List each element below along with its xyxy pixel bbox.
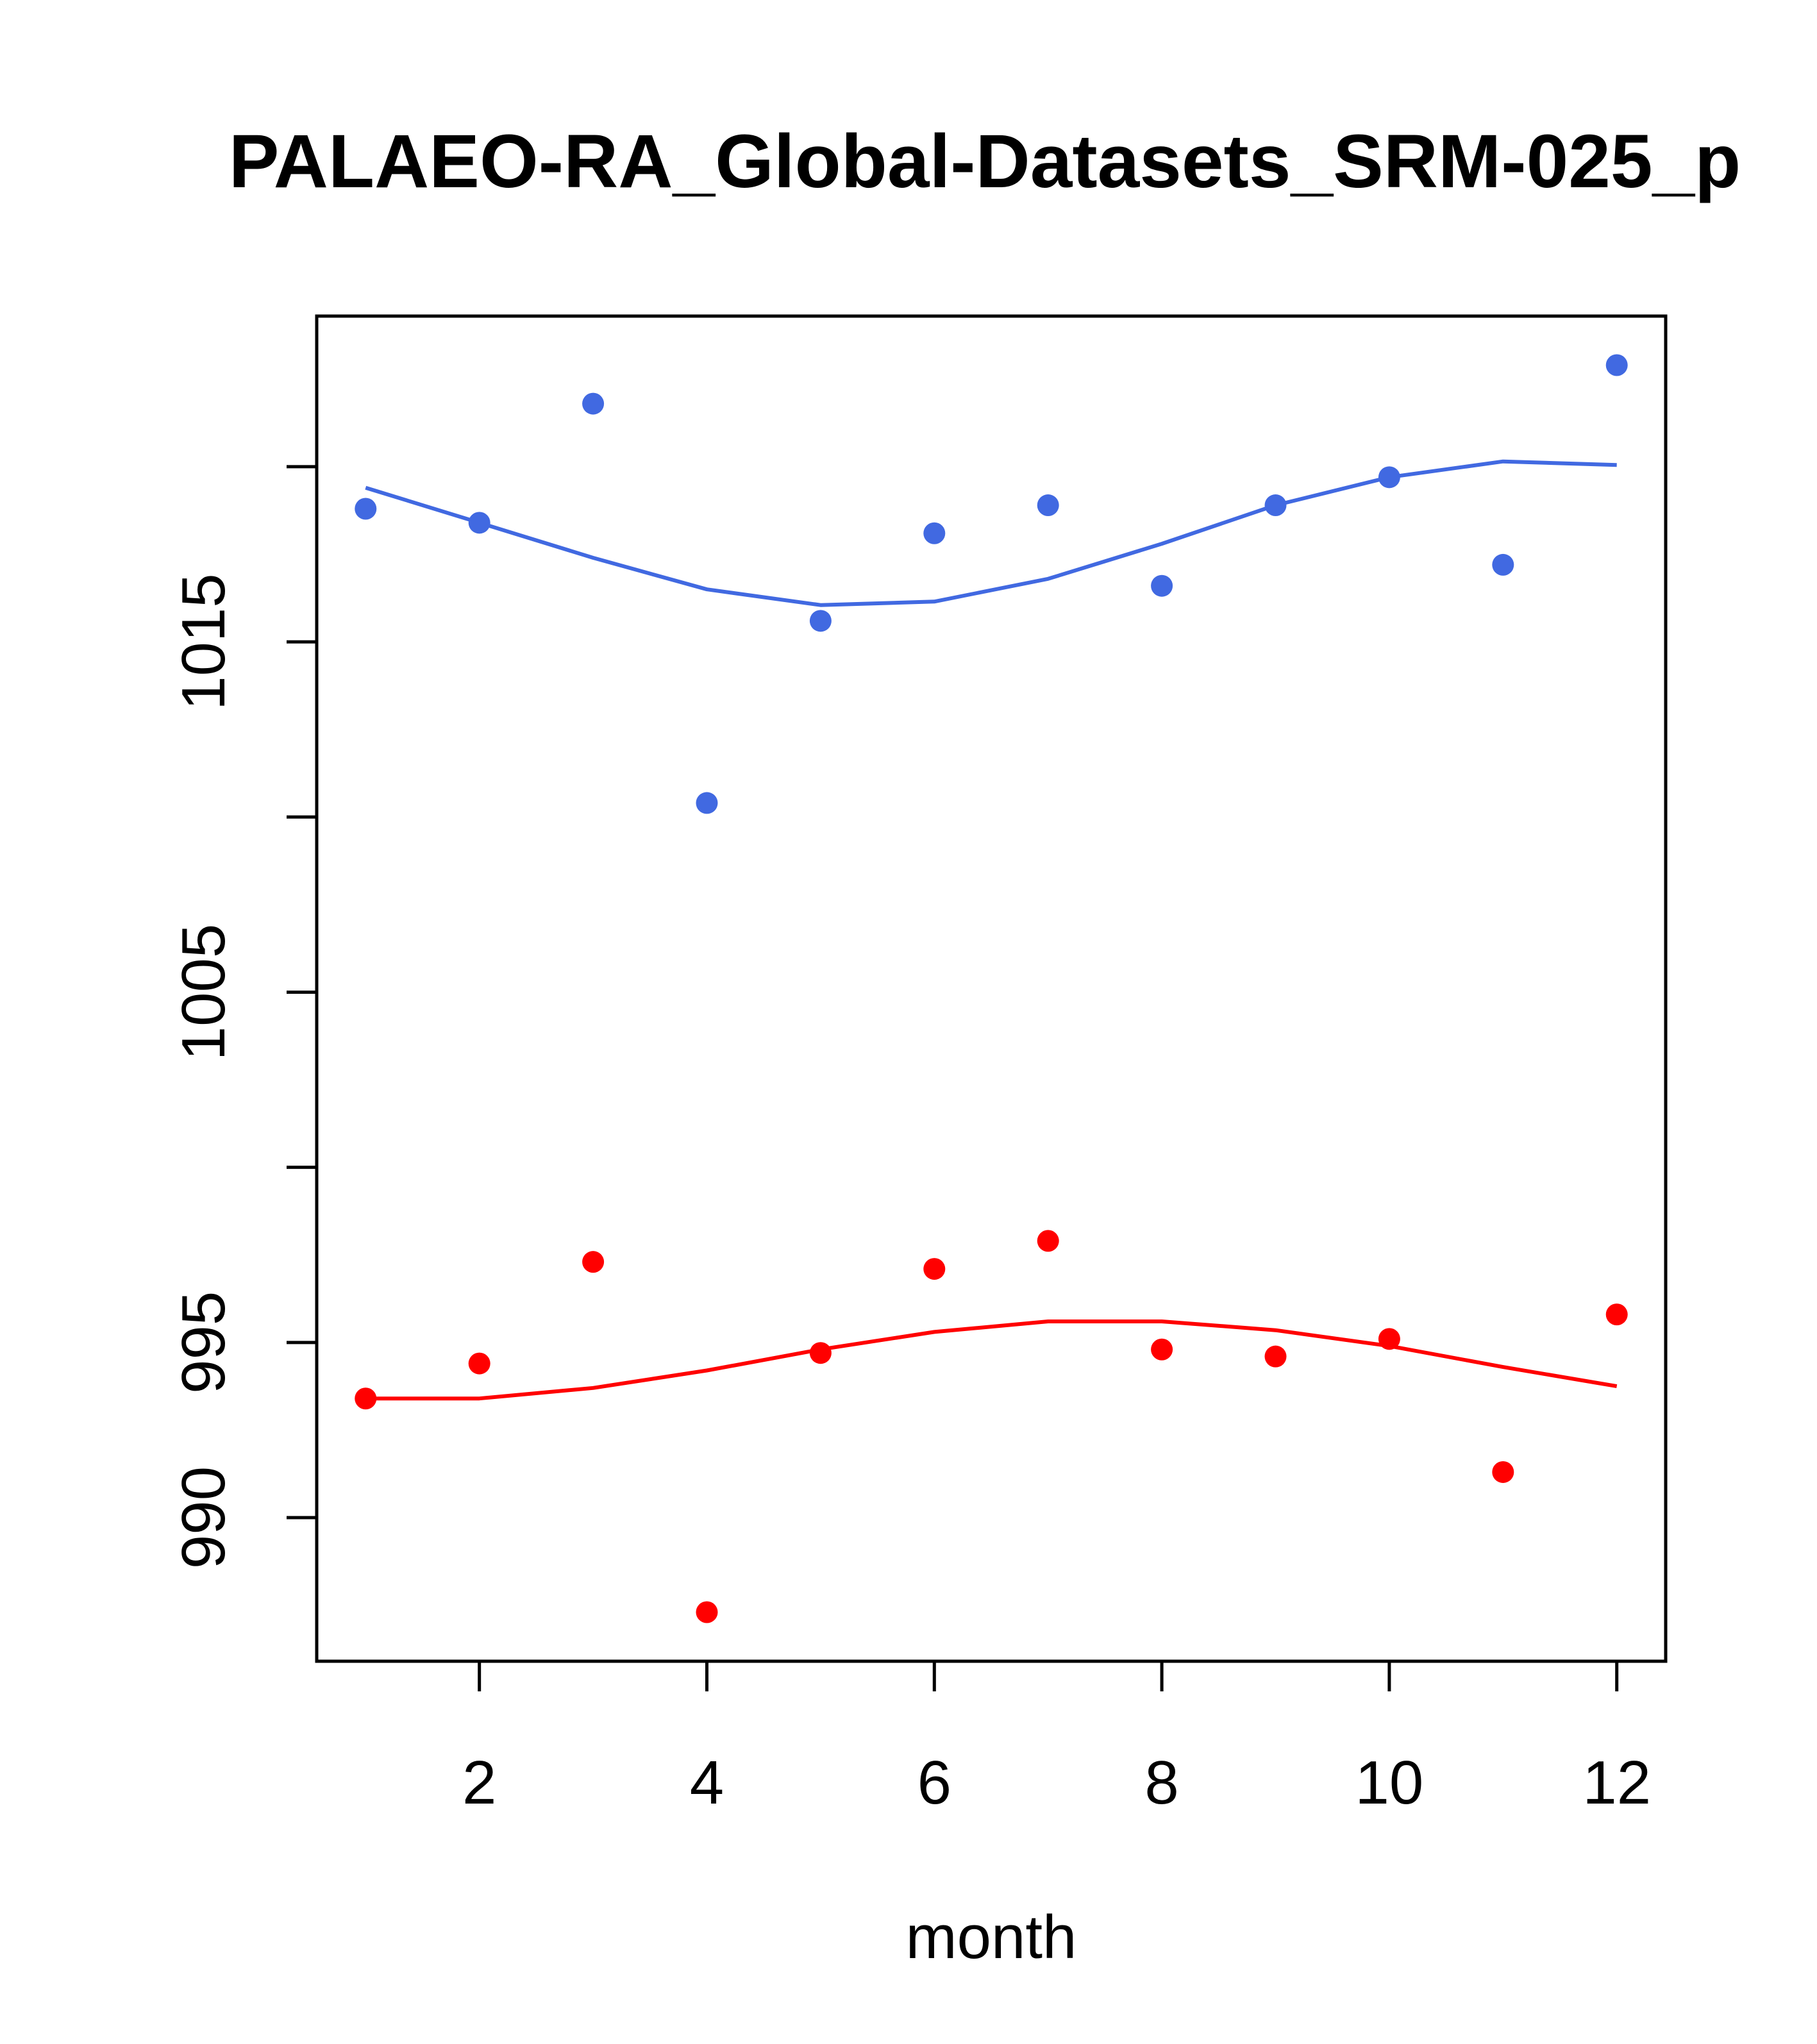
series-red-point bbox=[355, 1387, 377, 1410]
y-tick-label: 995 bbox=[169, 1291, 238, 1394]
series-blue-point bbox=[1037, 494, 1059, 517]
series-blue-point bbox=[1264, 494, 1287, 517]
series-blue bbox=[355, 354, 1628, 814]
series-layer bbox=[355, 354, 1628, 1623]
x-tick-label: 8 bbox=[1144, 1748, 1178, 1817]
series-blue-point bbox=[1492, 553, 1514, 576]
y-tick-label: 1015 bbox=[169, 573, 238, 710]
series-red-point bbox=[923, 1258, 946, 1280]
series-blue-point bbox=[468, 512, 490, 534]
series-blue-point bbox=[1605, 354, 1628, 376]
series-blue-point bbox=[696, 792, 718, 814]
y-tick-label: 1005 bbox=[169, 924, 238, 1061]
series-blue-point bbox=[1151, 574, 1173, 597]
series-red-point bbox=[696, 1601, 718, 1623]
series-blue-point bbox=[355, 498, 377, 520]
x-tick-label: 2 bbox=[462, 1748, 496, 1817]
series-red-line bbox=[365, 1319, 1618, 1401]
series-blue-line bbox=[365, 459, 1617, 607]
y-axis: 990 995 1005 1015 bbox=[169, 465, 319, 1569]
x-tick-label: 12 bbox=[1582, 1748, 1651, 1817]
x-tick-label: 4 bbox=[690, 1748, 724, 1817]
series-red-point bbox=[1151, 1338, 1173, 1361]
series-blue-point bbox=[1378, 466, 1400, 489]
x-tick-label: 6 bbox=[917, 1748, 951, 1817]
chart-title: PALAEO-RA_Global-Datasets_SRM-025_p bbox=[229, 119, 1741, 204]
x-tick-label: 10 bbox=[1355, 1748, 1424, 1817]
series-blue-point bbox=[923, 522, 946, 544]
series-blue-point bbox=[582, 392, 605, 415]
series-red-point bbox=[468, 1352, 490, 1375]
series-red-point bbox=[1037, 1230, 1059, 1252]
x-axis: 2 4 6 8 10 12 bbox=[462, 1659, 1651, 1817]
series-red-point bbox=[809, 1342, 832, 1364]
series-blue-point bbox=[809, 610, 832, 632]
series-red-point bbox=[1264, 1345, 1287, 1368]
x-axis-label: month bbox=[906, 1903, 1077, 1972]
y-tick-label: 990 bbox=[169, 1466, 238, 1569]
plot-frame bbox=[315, 314, 1668, 1663]
series-red bbox=[355, 1230, 1628, 1623]
series-red-point bbox=[582, 1251, 605, 1273]
series-red-point bbox=[1605, 1303, 1628, 1326]
series-red-point bbox=[1378, 1328, 1400, 1350]
series-red-point bbox=[1492, 1461, 1514, 1483]
